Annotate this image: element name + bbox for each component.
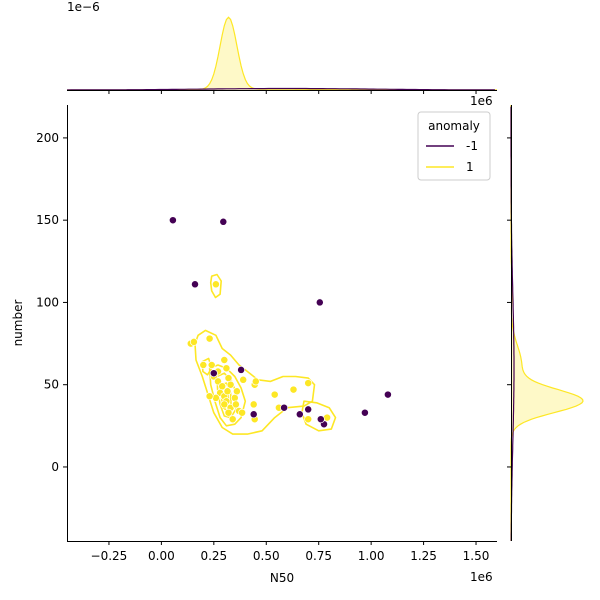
point-anomaly-1 bbox=[224, 408, 233, 417]
kde-contour bbox=[301, 400, 337, 432]
kde-contours bbox=[194, 273, 337, 435]
top-marginal-kde-line-1 bbox=[67, 16, 497, 91]
point-anomaly-neg1 bbox=[237, 365, 246, 374]
point-anomaly-neg1 bbox=[316, 415, 325, 424]
point-anomaly-neg1 bbox=[304, 405, 313, 414]
x-tick-label: −0.25 bbox=[91, 549, 128, 563]
point-anomaly-1 bbox=[189, 337, 198, 346]
right-marginal-kde-line-1 bbox=[510, 105, 584, 541]
x-tick-label: 0.25 bbox=[200, 549, 227, 563]
top-marginal-kde-fill-1 bbox=[67, 17, 497, 90]
right-marginal-plot: 1e6 bbox=[470, 94, 584, 541]
x-tick-label: 1.50 bbox=[463, 549, 490, 563]
x-tick-label: 0.00 bbox=[148, 549, 175, 563]
point-anomaly-neg1 bbox=[168, 216, 177, 225]
point-anomaly-1 bbox=[228, 415, 237, 424]
kde-contour bbox=[201, 357, 213, 376]
point-anomaly-1 bbox=[230, 393, 239, 402]
point-anomaly-1 bbox=[199, 361, 208, 369]
point-anomaly-1 bbox=[211, 280, 220, 289]
x-tick-label: 1.00 bbox=[358, 549, 385, 563]
y-axis-ticks: 0 50 100 150 200 bbox=[36, 131, 67, 474]
right-marginal-kde-fill-1 bbox=[511, 105, 583, 541]
point-anomaly-neg1 bbox=[280, 403, 289, 412]
x-tick-label: 1.25 bbox=[410, 549, 437, 563]
x-tick-label: 0.75 bbox=[305, 549, 332, 563]
legend-label-neg1: -1 bbox=[466, 139, 478, 153]
point-anomaly-1 bbox=[232, 387, 241, 396]
point-anomaly-1 bbox=[289, 385, 298, 394]
point-anomaly-1 bbox=[226, 380, 235, 389]
point-anomaly-neg1 bbox=[191, 280, 199, 289]
point-anomaly-1 bbox=[238, 408, 247, 417]
top-marginal-exponent: 1e−6 bbox=[67, 0, 100, 14]
y-axis-label: number bbox=[11, 300, 25, 347]
point-anomaly-neg1 bbox=[219, 217, 228, 226]
point-anomaly-neg1 bbox=[315, 298, 324, 307]
point-anomaly-neg1 bbox=[209, 369, 218, 378]
y-tick-label: 100 bbox=[36, 295, 59, 309]
point-anomaly-1 bbox=[231, 400, 240, 409]
point-anomaly-1 bbox=[239, 375, 248, 384]
legend-label-1: 1 bbox=[466, 160, 474, 174]
x-tick-label: 0.50 bbox=[253, 549, 280, 563]
x-axis-ticks: −0.25 0.00 0.25 0.50 0.75 1.00 1.25 1.50 bbox=[91, 541, 490, 563]
point-anomaly-1 bbox=[249, 400, 258, 409]
right-marginal-exponent: 1e6 bbox=[470, 94, 493, 108]
scatter-points bbox=[168, 216, 392, 429]
y-tick-label: 0 bbox=[51, 460, 59, 474]
point-anomaly-1 bbox=[207, 361, 216, 369]
point-anomaly-1 bbox=[220, 356, 229, 364]
point-anomaly-1 bbox=[224, 374, 233, 383]
right-marginal-ticks bbox=[507, 137, 511, 468]
point-anomaly-1 bbox=[205, 392, 214, 401]
kde-contour bbox=[209, 273, 222, 299]
point-anomaly-neg1 bbox=[360, 408, 369, 417]
x-axis-label: N50 bbox=[270, 571, 294, 585]
point-anomaly-neg1 bbox=[295, 410, 304, 419]
main-scatter-plot: −0.25 0.00 0.25 0.50 0.75 1.00 1.25 1.50 0 50 100… bbox=[11, 105, 497, 585]
point-anomaly-1 bbox=[251, 377, 260, 386]
x-axis-exponent: 1e6 bbox=[470, 570, 493, 584]
point-anomaly-1 bbox=[304, 415, 313, 424]
top-marginal-ticks bbox=[108, 90, 477, 94]
top-marginal-plot: 1e−6 bbox=[66, 0, 497, 94]
legend: anomaly -1 1 bbox=[417, 111, 491, 181]
y-tick-label: 150 bbox=[36, 213, 59, 227]
point-anomaly-1 bbox=[304, 379, 313, 388]
y-tick-label: 200 bbox=[36, 131, 59, 145]
point-anomaly-1 bbox=[220, 400, 229, 409]
y-tick-label: 50 bbox=[44, 378, 59, 392]
top-marginal-kde-line-neg1 bbox=[66, 87, 495, 91]
point-anomaly-1 bbox=[223, 387, 232, 396]
point-anomaly-neg1 bbox=[249, 410, 258, 419]
legend-title: anomaly bbox=[428, 119, 480, 133]
point-anomaly-1 bbox=[222, 364, 231, 373]
point-anomaly-neg1 bbox=[383, 390, 392, 399]
point-anomaly-1 bbox=[205, 334, 214, 343]
point-anomaly-1 bbox=[270, 390, 279, 399]
